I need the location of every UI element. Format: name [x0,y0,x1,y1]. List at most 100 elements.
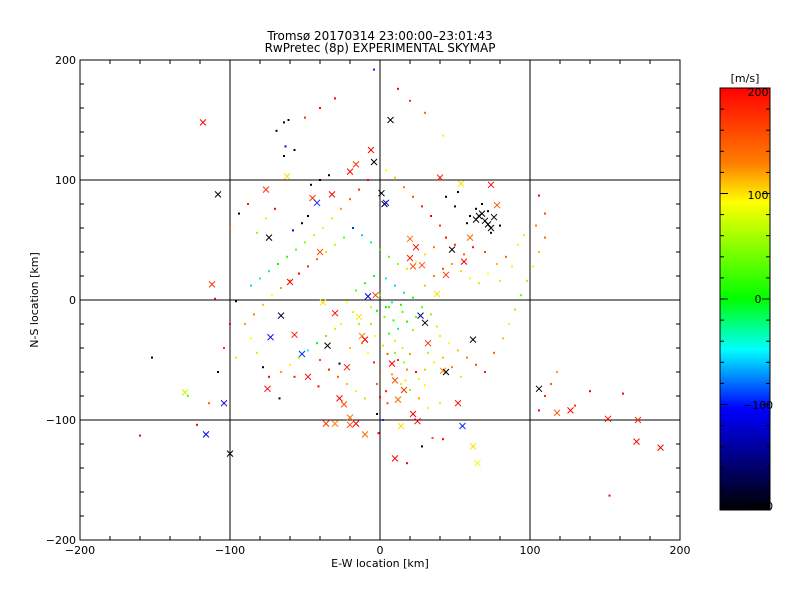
data-point-dot [430,215,432,217]
data-point-dot [361,234,363,237]
data-point-x [414,417,421,425]
colorbar-tick-label: 100 [748,189,769,202]
data-point-dot [406,368,408,371]
data-point-dot [409,353,411,355]
data-point-dot [505,255,507,258]
data-point-dot [433,246,435,249]
data-point-dot [431,437,434,439]
data-point-dot [538,194,540,197]
data-point-dot [235,356,237,359]
data-point-dot [400,303,402,306]
data-point-dot [304,241,306,244]
data-point-x [214,191,222,198]
data-point-dot [457,191,459,193]
data-point-x [412,243,420,251]
data-point-dot [424,253,426,256]
axis-ticks [79,59,681,541]
data-point-x [324,342,331,349]
data-point-dot [448,342,450,345]
data-point-x [387,116,394,124]
y-tick-label: −100 [46,414,76,427]
data-point-dot [256,351,258,354]
data-point-dot [265,217,267,220]
data-point-x [346,421,354,429]
data-point-dot [433,275,435,277]
data-point-dot [394,284,396,287]
data-point-dot [367,351,369,354]
data-point-dot [268,375,270,378]
data-point-x [487,181,495,189]
data-point-x [361,431,369,438]
data-point-dot [544,212,546,215]
data-point-dot [442,356,444,359]
data-point-x [442,271,450,279]
data-point-x [490,213,498,221]
data-point-dot [397,359,399,361]
data-point-dot [317,385,320,388]
data-point-dot [319,179,321,181]
data-point-dot [289,279,291,282]
data-point-dot [346,301,348,304]
data-point-x [291,331,298,339]
data-point-dot [415,371,417,373]
data-point-dot [523,234,525,237]
data-point-dot [334,243,336,246]
data-point-x [400,386,408,394]
data-point-dot [373,361,375,364]
data-point-x [319,299,327,306]
data-point-dot [394,176,396,179]
data-point-dot [499,224,501,227]
data-point-dot [358,188,360,191]
data-point-x [535,385,543,393]
data-point-dot [538,409,540,412]
data-point-dot [385,306,387,309]
data-point-dot [439,335,441,337]
data-point-dot [463,253,465,256]
data-point-dot [401,347,404,349]
data-point-dot [343,236,345,239]
data-point-dot [427,351,429,354]
data-point-x [634,416,642,424]
data-points [139,68,664,497]
data-point-x [208,281,216,288]
data-point-x [633,438,640,445]
data-point-dot [511,265,513,268]
data-point-x [424,339,432,347]
data-point-dot [391,373,393,376]
data-point-dot [460,375,462,378]
data-point-dot [352,227,354,229]
data-point-dot [250,337,252,340]
data-point-x [181,389,189,396]
data-point-dot [383,315,386,318]
data-point-dot [139,434,141,437]
data-point-dot [370,241,372,244]
data-point-dot [364,397,366,400]
data-point-dot [433,361,435,364]
data-point-dot [454,243,456,246]
data-point-dot [481,203,483,205]
data-point-dot [386,353,389,355]
data-point-dot [304,116,306,119]
data-point-x [418,261,426,269]
data-point-dot [284,145,287,148]
x-tick-label: 100 [520,544,541,557]
data-point-dot [208,402,210,405]
data-point-dot [466,222,468,225]
data-point-x [346,168,354,175]
data-point-dot [397,87,399,90]
data-point-dot [412,329,414,331]
data-point-dot [187,395,189,397]
data-point-dot [421,205,423,208]
data-point-dot [382,344,384,347]
grid-lines [80,60,680,540]
data-point-dot [550,383,552,385]
data-point-dot [400,383,402,385]
data-point-dot [394,339,396,342]
data-point-dot [229,323,231,325]
data-point-dot [421,445,423,448]
data-point-dot [376,309,378,312]
data-point-dot [301,222,303,225]
data-point-dot [430,313,432,316]
data-point-x [657,444,664,451]
data-point-dot [386,402,389,405]
